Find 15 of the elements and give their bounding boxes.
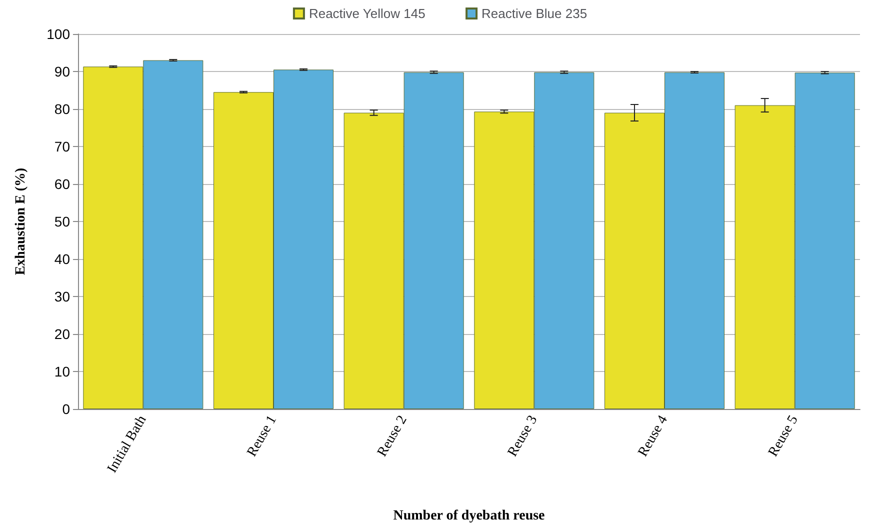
y-tick-label: 0 <box>62 401 70 417</box>
y-tick-label: 20 <box>54 326 70 342</box>
legend-label: Reactive Yellow 145 <box>308 6 426 21</box>
y-tick-label: 90 <box>54 64 70 80</box>
y-tick-label: 60 <box>54 176 70 192</box>
legend-label: Reactive Blue 235 <box>482 6 588 21</box>
y-axis-title: Exhaustion E (%) <box>14 167 28 276</box>
y-tick-label: 80 <box>54 101 70 117</box>
y-tick-label: 50 <box>54 214 70 230</box>
y-tick-label: 100 <box>46 26 70 42</box>
y-tick-label: 30 <box>54 288 70 304</box>
x-axis-title: Number of dyebath reuse <box>393 508 545 524</box>
y-tick-label: 40 <box>54 251 70 267</box>
y-tick-label: 10 <box>54 364 70 380</box>
y-tick-label: 70 <box>54 138 70 154</box>
